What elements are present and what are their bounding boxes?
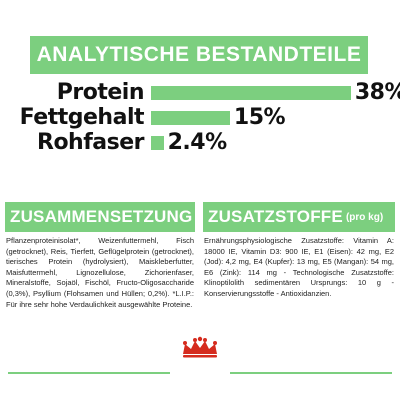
nutrient-value: 15% [233,105,286,130]
nutrient-label: Rohfaser [37,130,145,155]
nutrient-row-protein: Protein 38% [0,80,400,108]
divider-left [8,372,170,374]
nutrient-bar [151,111,230,125]
nutrient-value: 38% [354,80,400,105]
nutrient-label: Protein [56,80,145,105]
royal-crown-logo-icon [183,336,217,358]
additives-subtitle: (pro kg) [345,211,384,223]
nutrient-row-fat: Fettgehalt 15% [0,105,400,133]
nutrient-bar [151,136,164,150]
analytical-constituents-header: ANALYTISCHE BESTANDTEILE [30,36,368,74]
nutrient-bar [151,86,351,100]
additives-header: ZUSATZSTOFFE (pro kg) [203,202,395,232]
divider-right [230,372,392,374]
additives-title: ZUSATZSTOFFE [208,207,343,226]
analytical-constituents-title: ANALYTISCHE BESTANDTEILE [36,43,362,66]
nutrient-row-fiber: Rohfaser 2.4% [0,130,400,158]
nutrient-value: 2.4% [167,130,228,155]
nutrient-label: Fettgehalt [19,105,145,130]
composition-text: Pflanzenproteinisolat*, Weizenfuttermehl… [6,236,194,309]
composition-title: ZUSAMMENSETZUNG [10,207,193,226]
composition-header: ZUSAMMENSETZUNG [5,202,195,232]
additives-text: Ernährungsphysiologische Zusatzstoffe: V… [204,236,394,298]
